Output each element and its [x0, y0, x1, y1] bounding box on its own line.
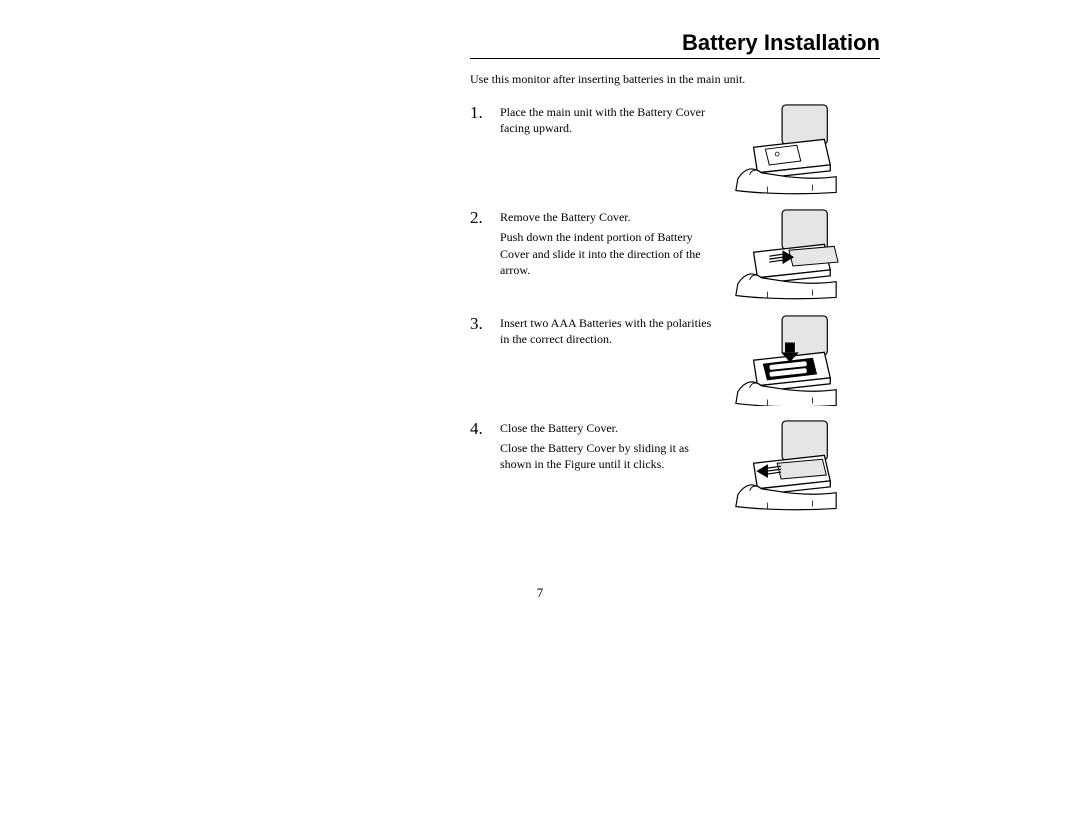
step-number: 2.	[470, 207, 488, 226]
step-figure-2	[727, 207, 847, 300]
manual-page: Battery Installation Use this monitor af…	[0, 0, 1080, 834]
page-number: 7	[0, 585, 1080, 601]
step-detail: Close the Battery Cover by sliding it as…	[500, 441, 689, 471]
device-slide-open-icon	[728, 207, 846, 300]
step-body: Place the main unit with the Battery Cov…	[500, 102, 715, 140]
step-lead: Close the Battery Cover.	[500, 420, 715, 436]
step-number: 1.	[470, 102, 488, 121]
step-2: 2. Remove the Battery Cover. Push down t…	[470, 207, 880, 300]
step-body: Remove the Battery Cover. Push down the …	[500, 207, 715, 278]
step-4: 4. Close the Battery Cover. Close the Ba…	[470, 418, 880, 511]
step-lead: Remove the Battery Cover.	[500, 209, 715, 225]
step-lead: Place the main unit with the Battery Cov…	[500, 104, 715, 136]
step-body: Insert two AAA Batteries with the polari…	[500, 313, 715, 351]
step-number: 3.	[470, 313, 488, 332]
intro-text: Use this monitor after inserting batteri…	[470, 71, 880, 88]
steps-list: 1. Place the main unit with the Battery …	[470, 102, 880, 512]
device-insert-battery-icon	[728, 313, 846, 406]
step-3: 3. Insert two AAA Batteries with the pol…	[470, 313, 880, 406]
device-slide-close-icon	[728, 418, 846, 511]
step-figure-1	[727, 102, 847, 195]
step-body: Close the Battery Cover. Close the Batte…	[500, 418, 715, 473]
step-lead: Insert two AAA Batteries with the polari…	[500, 315, 715, 347]
step-detail: Push down the indent portion of Battery …	[500, 230, 701, 276]
step-figure-4	[727, 418, 847, 511]
step-1: 1. Place the main unit with the Battery …	[470, 102, 880, 195]
step-figure-3	[727, 313, 847, 406]
device-closed-icon	[728, 102, 846, 195]
step-number: 4.	[470, 418, 488, 437]
page-title: Battery Installation	[470, 30, 880, 56]
title-rule: Battery Installation	[470, 30, 880, 59]
